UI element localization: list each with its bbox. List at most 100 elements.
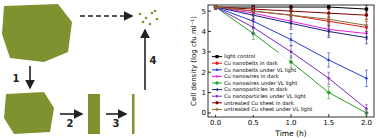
error-bar bbox=[252, 7, 255, 19]
legend-label: untreated Cu sheet under VL light bbox=[224, 106, 312, 113]
y-axis-label: Cell density (log cfu ml⁻¹) bbox=[190, 16, 198, 106]
legend-label: Cu nanobelts in dark bbox=[224, 60, 278, 66]
data-point bbox=[365, 76, 369, 79]
piece bbox=[4, 92, 54, 134]
data-point bbox=[251, 9, 256, 13]
legend-label: Cu nanowires in dark bbox=[224, 73, 279, 79]
data-point bbox=[365, 14, 369, 17]
arrow bbox=[80, 15, 132, 17]
data-point bbox=[289, 60, 293, 64]
belt bbox=[88, 94, 100, 134]
figure: 12340123450.00.51.01.52.0Time (h)Cell de… bbox=[0, 0, 378, 138]
step-label: 4 bbox=[150, 55, 157, 66]
step-label: 2 bbox=[67, 118, 74, 129]
series-line bbox=[216, 7, 367, 25]
error-bar bbox=[214, 5, 217, 9]
data-point bbox=[326, 17, 331, 21]
particle bbox=[145, 17, 148, 20]
y-tick-label: 2 bbox=[202, 69, 206, 77]
legend-marker bbox=[215, 75, 218, 78]
particle bbox=[139, 13, 142, 16]
error-bar bbox=[327, 86, 330, 98]
data-point bbox=[289, 13, 294, 17]
error-bar bbox=[327, 25, 330, 37]
particle bbox=[142, 21, 145, 24]
particle bbox=[154, 10, 157, 13]
legend-marker bbox=[215, 68, 218, 71]
series-line bbox=[216, 7, 367, 27]
data-point bbox=[289, 38, 293, 41]
legend-marker bbox=[215, 62, 218, 65]
x-tick-label: 1.5 bbox=[323, 119, 334, 127]
error-bar bbox=[365, 31, 368, 43]
data-point bbox=[364, 36, 367, 40]
chart: 0123450.00.51.01.52.0Time (h)Cell densit… bbox=[190, 4, 374, 138]
series-line bbox=[216, 7, 367, 33]
error-bar bbox=[214, 5, 217, 9]
x-tick-label: 2.0 bbox=[361, 119, 372, 127]
arrow bbox=[106, 113, 126, 115]
arrow bbox=[29, 66, 31, 88]
data-point bbox=[364, 23, 369, 27]
error-bar bbox=[214, 5, 217, 9]
data-point bbox=[252, 26, 255, 30]
step-label: 3 bbox=[113, 118, 120, 129]
series-line bbox=[216, 7, 367, 109]
y-tick bbox=[208, 112, 211, 113]
error-bar bbox=[252, 7, 255, 15]
error-bar bbox=[214, 5, 217, 9]
error-bar bbox=[327, 5, 330, 9]
legend-marker bbox=[215, 81, 219, 85]
error-bar bbox=[252, 7, 255, 15]
y-tick bbox=[208, 72, 211, 73]
arrow bbox=[144, 30, 146, 90]
legend-marker bbox=[216, 95, 219, 98]
x-axis-label: Time (h) bbox=[274, 129, 306, 138]
error-bar bbox=[365, 70, 368, 86]
legend: light controlCu nanobelts in darkCu nano… bbox=[211, 53, 312, 115]
data-point bbox=[289, 22, 292, 26]
data-point bbox=[328, 77, 331, 81]
y-tick-label: 3 bbox=[202, 48, 206, 56]
error-bar bbox=[214, 5, 217, 9]
x-tick bbox=[328, 114, 329, 117]
error-bar bbox=[214, 5, 217, 9]
legend-label: untreated Cu sheet in dark bbox=[224, 100, 294, 106]
legend-marker bbox=[215, 88, 218, 91]
error-bar bbox=[290, 11, 293, 19]
x-tick-label: 1.0 bbox=[285, 119, 296, 127]
data-point bbox=[365, 7, 368, 10]
data-point bbox=[327, 5, 330, 8]
error-bar bbox=[252, 21, 255, 33]
legend-marker bbox=[215, 55, 218, 58]
series-line bbox=[216, 7, 367, 78]
series-line bbox=[216, 7, 367, 113]
x-tick bbox=[291, 114, 292, 117]
x-tick-label: 0.5 bbox=[248, 119, 259, 127]
error-bar bbox=[365, 105, 368, 113]
x-tick-label: 0.0 bbox=[210, 119, 221, 127]
error-bar bbox=[214, 5, 217, 9]
legend-marker bbox=[215, 101, 219, 104]
plot-area bbox=[213, 5, 368, 115]
particle bbox=[149, 23, 152, 26]
diagram: 1 2 3 4 bbox=[2, 4, 158, 134]
particle bbox=[156, 18, 159, 21]
step-label: 1 bbox=[13, 73, 20, 84]
error-bar bbox=[327, 72, 330, 84]
y-tick bbox=[208, 92, 211, 93]
data-point bbox=[327, 30, 330, 34]
y-tick bbox=[208, 51, 211, 52]
data-point bbox=[365, 107, 368, 111]
error-bar bbox=[327, 53, 330, 67]
y-tick-label: 5 bbox=[202, 8, 206, 16]
y-tick bbox=[208, 31, 211, 32]
error-bar bbox=[365, 11, 368, 19]
error-bar bbox=[365, 19, 368, 31]
error-bar bbox=[214, 5, 217, 9]
particle bbox=[151, 12, 154, 15]
arrow bbox=[60, 113, 82, 115]
error-bar bbox=[290, 34, 293, 46]
error-bar bbox=[327, 14, 330, 24]
data-point bbox=[327, 90, 331, 94]
